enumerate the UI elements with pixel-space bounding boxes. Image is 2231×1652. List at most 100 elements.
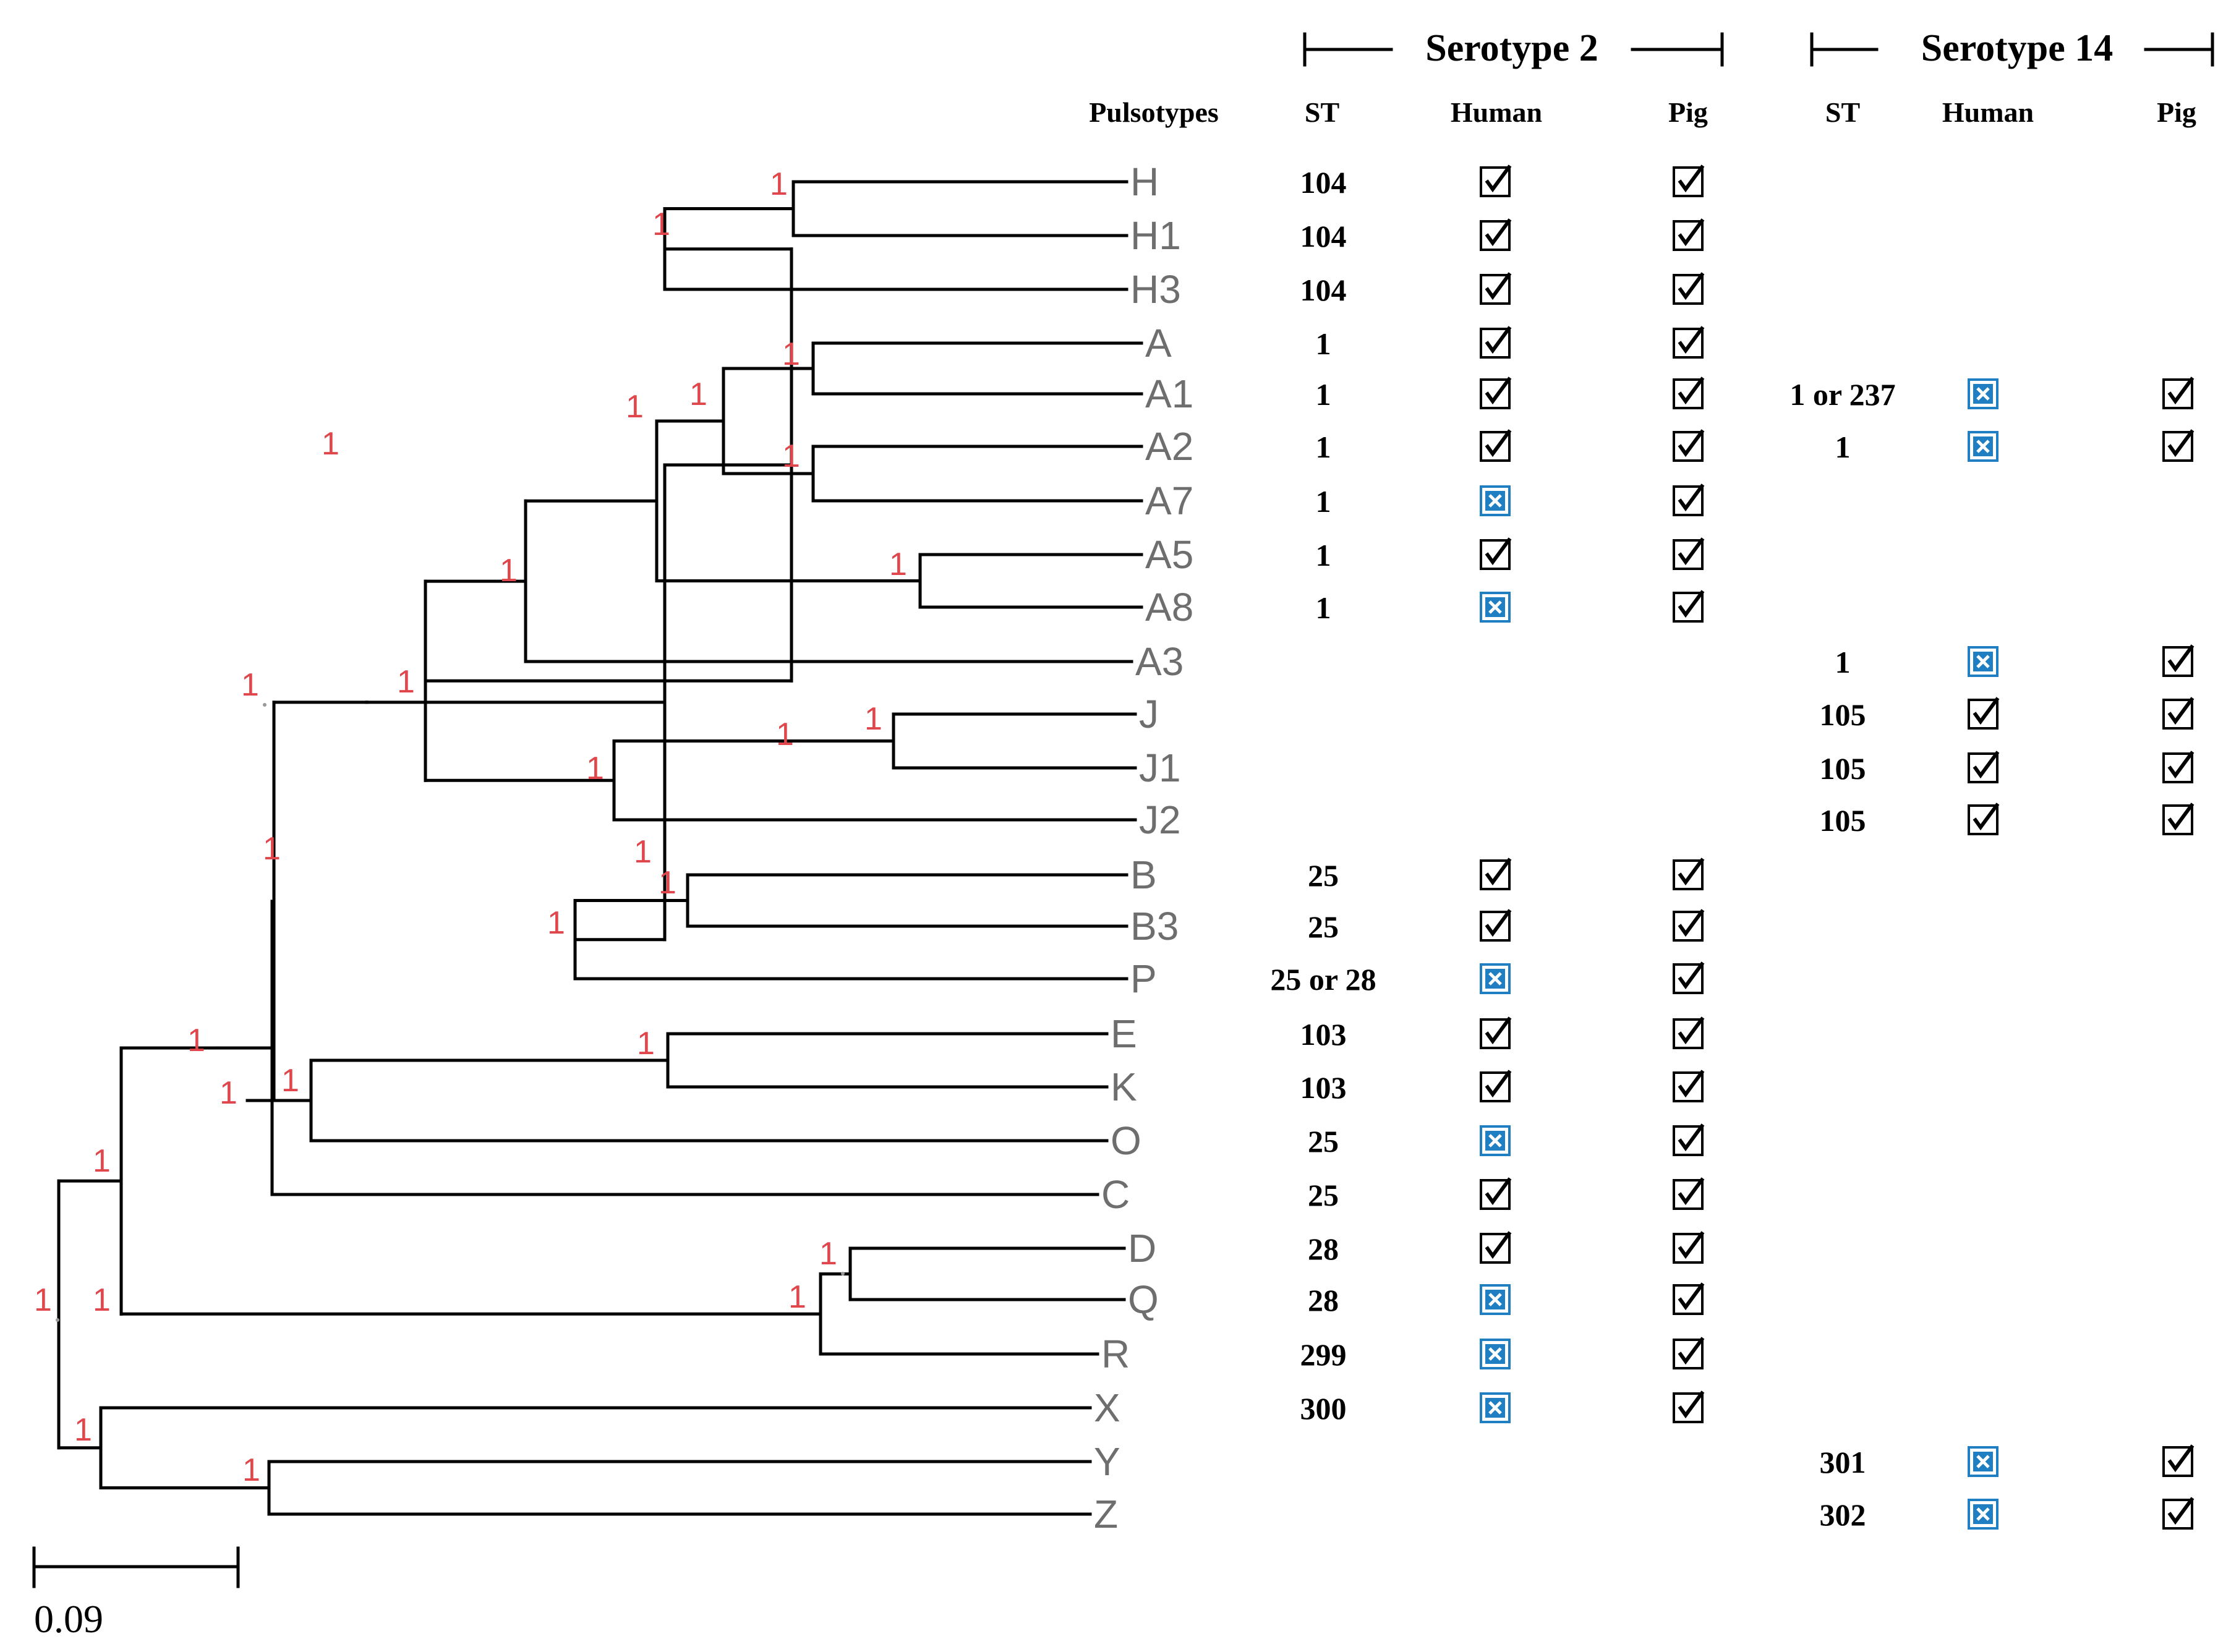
leaf-label-y: Y [1094, 1439, 1120, 1484]
serotype2-human-check-icon [1480, 537, 1512, 570]
serotype14-title: Serotype 14 [1921, 27, 2114, 69]
bootstrap-support-label: 1 [187, 1023, 205, 1058]
serotype14-group-header: Serotype 14 [1810, 27, 2214, 69]
check-mark-icon [1485, 164, 1512, 193]
serotype2-st-value: 104 [1300, 219, 1347, 253]
serotype2-pig-check-icon [1673, 590, 1705, 623]
bootstrap-support-label: 1 [241, 667, 259, 703]
leaf-label-a: A [1145, 321, 1172, 365]
leaf-label-z: Z [1094, 1492, 1118, 1536]
serotype2-pig-check-icon [1673, 1390, 1705, 1423]
serotype14-human-x-icon [1968, 431, 1999, 462]
bootstrap-support-label: 1 [586, 751, 604, 786]
x-mark-icon [1488, 972, 1502, 986]
bootstrap-support-label: 1 [220, 1075, 237, 1111]
check-mark-icon [1678, 1177, 1705, 1206]
check-mark-icon [1678, 1390, 1705, 1419]
serotype-table: 104 104 104 1 1 1 or 237 1 1 1 1 1 1 105 105 105 25 25 25… [1270, 164, 2195, 1532]
check-mark-icon [2167, 697, 2195, 725]
bootstrap-support-label: 1 [634, 834, 652, 870]
serotype14-pig-column-header: Pig [2157, 96, 2196, 128]
leaf-label-x: X [1094, 1386, 1120, 1430]
serotype2-human-check-icon [1480, 218, 1512, 251]
leaf-label-a3: A3 [1135, 639, 1184, 684]
serotype14-human-x-icon [1968, 1499, 1999, 1530]
node-dot-marker [841, 1272, 845, 1275]
check-mark-icon [1485, 1016, 1512, 1045]
serotype2-pig-check-icon [1673, 326, 1705, 359]
serotype14-human-column-header: Human [1942, 96, 2034, 128]
bootstrap-support-label: 1 [93, 1143, 111, 1179]
serotype2-pig-check-icon [1673, 377, 1705, 409]
bootstrap-support-label: 1 [547, 905, 565, 941]
check-mark-icon [1678, 218, 1705, 247]
serotype2-group-header: Serotype 2 [1303, 27, 1724, 69]
serotype2-st-column-header: ST [1305, 96, 1339, 128]
serotype14-pig-check-icon [2162, 1444, 2195, 1477]
serotype2-pig-check-icon [1673, 1231, 1705, 1264]
x-mark-icon [1976, 1507, 1990, 1521]
serotype14-st-column-header: ST [1825, 96, 1860, 128]
check-mark-icon [1678, 1282, 1705, 1311]
check-mark-icon [1973, 803, 2000, 831]
serotype14-st-value: 105 [1820, 697, 1866, 732]
check-mark-icon [1678, 272, 1705, 300]
serotype14-st-value: 105 [1820, 803, 1866, 838]
serotype2-st-value: 104 [1300, 273, 1347, 307]
serotype2-st-value: 25 [1308, 909, 1339, 944]
serotype2-human-check-icon [1480, 326, 1512, 359]
bootstrap-support-label: 1 [242, 1452, 260, 1488]
serotype2-pig-column-header: Pig [1668, 96, 1708, 128]
serotype2-pig-check-icon [1673, 537, 1705, 570]
check-mark-icon [1485, 377, 1512, 405]
check-mark-icon [2167, 803, 2195, 831]
serotype2-human-x-icon [1480, 1284, 1511, 1315]
serotype2-human-check-icon [1480, 1177, 1512, 1210]
bootstrap-support-label: 1 [819, 1236, 837, 1272]
bootstrap-support-label: 1 [788, 1279, 806, 1315]
check-mark-icon [1678, 1070, 1705, 1098]
serotype14-pig-check-icon [2162, 803, 2195, 835]
leaf-label-r: R [1101, 1332, 1130, 1376]
scale-bar: 0.09 [32, 1546, 240, 1641]
serotype2-pig-check-icon [1673, 909, 1705, 942]
check-mark-icon [1678, 858, 1705, 886]
check-mark-icon [2167, 1444, 2195, 1473]
serotype2-st-value: 103 [1300, 1070, 1347, 1105]
serotype2-pig-check-icon [1673, 164, 1705, 197]
check-mark-icon [1973, 697, 2000, 725]
x-mark-icon [1488, 494, 1502, 508]
check-mark-icon [2167, 751, 2195, 779]
serotype14-human-x-icon [1968, 378, 1999, 409]
serotype14-human-x-icon [1968, 646, 1999, 677]
leaf-label-a2: A2 [1145, 424, 1193, 469]
leaf-label-o: O [1111, 1118, 1141, 1163]
check-mark-icon [1485, 1177, 1512, 1206]
serotype2-st-value: 25 [1308, 1124, 1339, 1159]
check-mark-icon [1678, 483, 1705, 512]
check-mark-icon [1485, 1070, 1512, 1098]
leaf-label-a8: A8 [1145, 585, 1193, 629]
serotype14-pig-check-icon [2162, 644, 2195, 677]
check-mark-icon [1678, 537, 1705, 566]
check-mark-icon [1678, 909, 1705, 937]
check-mark-icon [1485, 909, 1512, 937]
serotype2-human-column-header: Human [1451, 96, 1542, 128]
serotype14-st-value: 1 [1835, 430, 1851, 464]
serotype2-st-value: 25 or 28 [1270, 962, 1376, 997]
x-mark-icon [1488, 1134, 1502, 1147]
check-mark-icon [2167, 644, 2195, 673]
check-mark-icon [1485, 429, 1512, 458]
leaf-label-e: E [1111, 1011, 1137, 1056]
leaf-label-a5: A5 [1145, 532, 1193, 577]
leaf-label-p: P [1130, 956, 1157, 1001]
serotype2-pig-check-icon [1673, 1123, 1705, 1156]
serotype2-st-value: 1 [1316, 484, 1331, 519]
bootstrap-support-label: 1 [689, 377, 707, 412]
bootstrap-support-label: 1 [770, 166, 788, 202]
serotype14-pig-check-icon [2162, 377, 2195, 409]
bootstrap-support-label: 1 [74, 1412, 92, 1448]
serotype2-st-value: 1 [1316, 538, 1331, 573]
bootstrap-support-label: 1 [500, 553, 518, 589]
